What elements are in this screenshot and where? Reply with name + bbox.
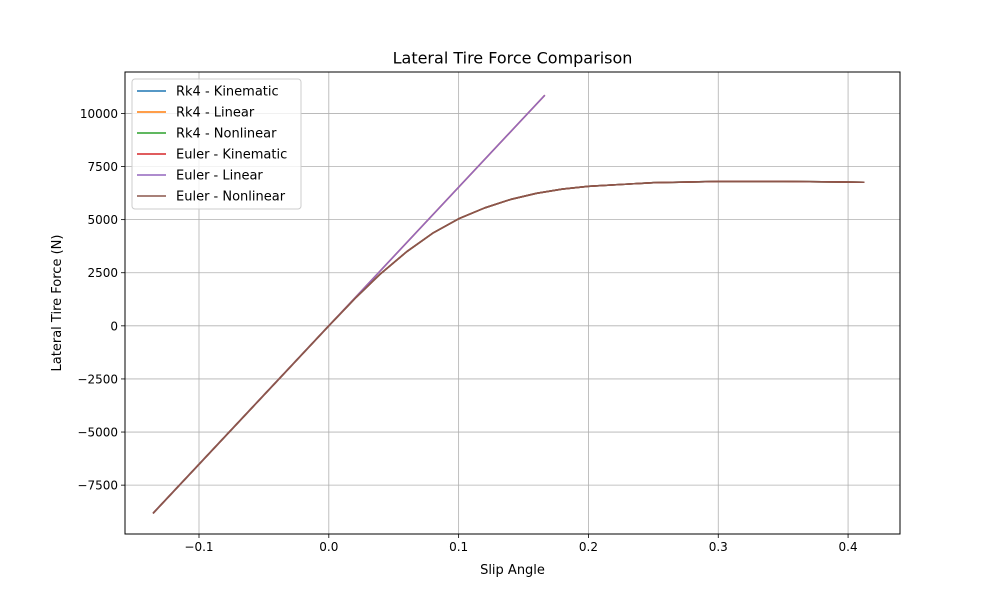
x-axis-ticks: −0.1 0.0 0.1 0.2 0.3 0.4: [184, 534, 858, 554]
y-axis-ticks: −7500 −5000 −2500 0 2500 5000 7500 10000: [77, 107, 125, 493]
y-tick-label: 5000: [87, 213, 118, 227]
grid: [125, 72, 900, 534]
y-axis-label: Lateral Tire Force (N): [50, 235, 65, 372]
series-lines: [152, 94, 865, 514]
legend-label: Rk4 - Nonlinear: [176, 127, 277, 142]
legend-label: Euler - Nonlinear: [176, 190, 286, 205]
legend-box: [131, 78, 302, 210]
legend-label: Euler - Kinematic: [176, 148, 287, 163]
x-tick-label: 0.1: [449, 540, 468, 554]
x-axis-label: Slip Angle: [480, 563, 545, 578]
y-tick-label: −5000: [77, 426, 118, 440]
x-tick-label: 0.2: [579, 540, 598, 554]
legend-label: Rk4 - Kinematic: [176, 85, 279, 100]
x-tick-label: 0.0: [319, 540, 338, 554]
y-tick-label: −7500: [77, 479, 118, 493]
y-tick-label: 10000: [80, 107, 118, 121]
x-tick-label: −0.1: [184, 540, 213, 554]
legend: Rk4 - Kinematic Rk4 - Linear Rk4 - Nonline…: [131, 78, 302, 210]
series-line-5: [152, 180, 865, 514]
legend-label: Euler - Linear: [176, 169, 263, 184]
x-tick-label: 0.3: [709, 540, 728, 554]
y-tick-label: −2500: [77, 372, 118, 386]
legend-label: Rk4 - Linear: [176, 106, 255, 121]
legend-entries: Rk4 - Kinematic Rk4 - Linear Rk4 - Nonline…: [137, 85, 287, 205]
plot-frame: [124, 71, 901, 535]
y-tick-label: 2500: [87, 266, 118, 280]
y-tick-label: 0: [110, 319, 118, 333]
y-tick-label: 7500: [87, 160, 118, 174]
x-tick-label: 0.4: [839, 540, 858, 554]
chart-title: Lateral Tire Force Comparison: [393, 49, 633, 68]
